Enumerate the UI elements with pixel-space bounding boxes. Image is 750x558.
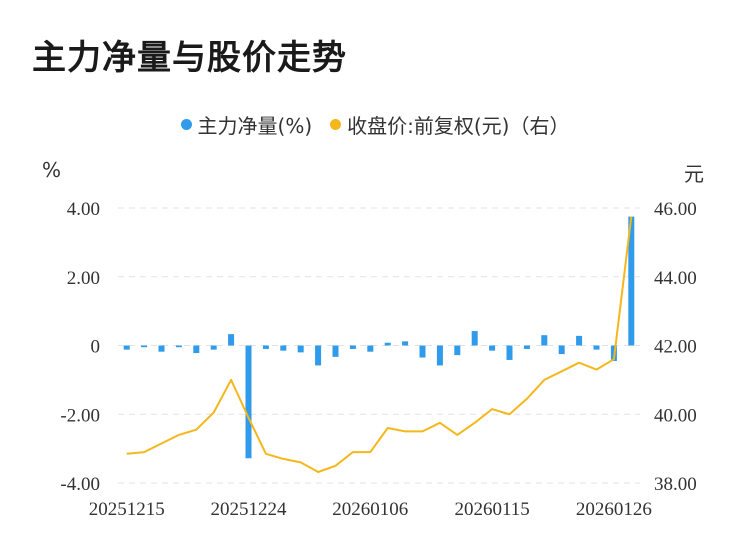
legend-label-net-flow: 主力净量(%) xyxy=(197,114,313,138)
x-tick-label: 20251224 xyxy=(211,499,288,520)
bar xyxy=(367,345,374,352)
y-left-tick-label: -4.00 xyxy=(60,474,100,495)
price-line xyxy=(126,216,633,473)
x-tick-label: 20260106 xyxy=(332,499,408,520)
bar xyxy=(262,345,269,349)
left-axis-unit: % xyxy=(42,158,62,182)
bar xyxy=(541,335,548,346)
legend: 主力净量(%) 收盘价:前复权(元)（右） xyxy=(0,110,750,139)
legend-dot-bar-icon xyxy=(180,119,192,130)
right-axis-unit: 元 xyxy=(684,162,704,186)
bar xyxy=(280,345,287,351)
legend-dot-line-icon xyxy=(330,119,342,130)
bar xyxy=(576,335,583,346)
bar xyxy=(158,345,165,352)
y-right-tick-label: 40.00 xyxy=(654,405,697,426)
x-tick-label: 20260126 xyxy=(576,499,652,520)
bar xyxy=(193,345,200,354)
bar xyxy=(123,345,130,350)
y-left-tick-label: 0 xyxy=(91,337,101,358)
y-left-tick-label: -2.00 xyxy=(60,405,100,426)
bar xyxy=(558,345,565,355)
y-right-tick-label: 44.00 xyxy=(654,268,697,289)
chart-title: 主力净量与股价走势 xyxy=(32,38,347,78)
y-right-tick-label: 46.00 xyxy=(654,199,697,220)
bar xyxy=(523,345,530,349)
legend-label-close-price: 收盘价:前复权(元)（右） xyxy=(347,114,570,138)
legend-item-net-flow[interactable]: 主力净量(%) xyxy=(180,110,313,139)
y-right-tick-label: 38.00 xyxy=(654,474,697,495)
bar xyxy=(332,345,339,357)
bar xyxy=(436,345,443,366)
bar xyxy=(419,345,426,358)
x-tick-label: 20251215 xyxy=(89,499,165,520)
x-tick-label: 20260115 xyxy=(454,499,529,520)
bar xyxy=(628,216,635,346)
bar xyxy=(245,345,252,459)
bar xyxy=(228,334,235,346)
bar xyxy=(315,345,322,366)
y-left-tick-label: 4.00 xyxy=(67,199,100,220)
bar xyxy=(402,341,409,346)
bar xyxy=(489,345,496,351)
bar xyxy=(210,345,217,350)
bar xyxy=(384,342,391,346)
bar xyxy=(297,345,304,353)
bar xyxy=(349,345,356,349)
bar xyxy=(471,331,478,346)
legend-item-close-price[interactable]: 收盘价:前复权(元)（右） xyxy=(330,110,569,139)
bar xyxy=(593,345,600,350)
bar xyxy=(506,345,513,360)
bar xyxy=(141,345,148,348)
y-left-tick-label: 2.00 xyxy=(67,268,100,289)
bar xyxy=(175,345,182,348)
y-right-tick-label: 42.00 xyxy=(654,337,697,358)
bar xyxy=(454,345,461,356)
